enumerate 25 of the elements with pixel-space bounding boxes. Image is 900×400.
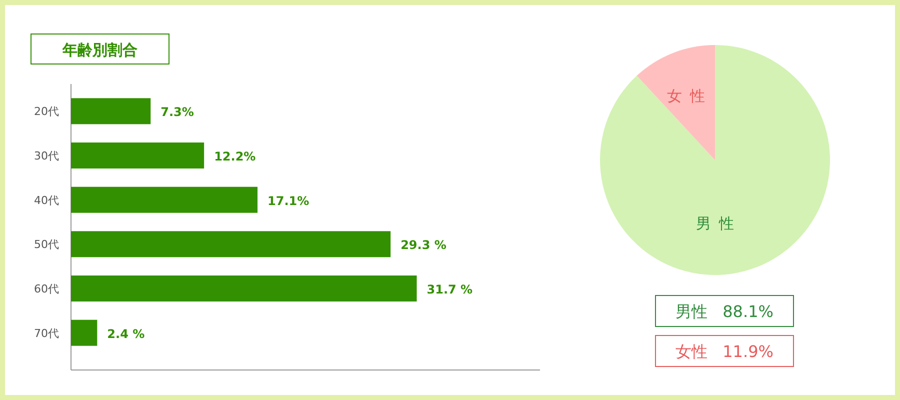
chart-title: 年齢別割合 (62, 41, 138, 59)
y-tick-label: 60代 (34, 282, 59, 296)
text: 男性 88.1% (676, 302, 774, 321)
data-label: 29.3 % (400, 238, 446, 252)
data-label: 7.3% (160, 105, 194, 120)
data-label: 2.4 % (107, 326, 145, 341)
bar (71, 231, 391, 258)
y-tick-label: 50代 (34, 238, 59, 252)
text: 女性 11.9% (676, 342, 774, 361)
data-label: 12.2% (214, 150, 256, 164)
bar (71, 320, 98, 346)
slice-label: 女性 (666, 86, 713, 105)
pie-slice (600, 45, 830, 275)
pie-slice (636, 45, 715, 160)
data-label: 17.1% (268, 194, 310, 208)
bar (71, 98, 151, 124)
bar (71, 142, 204, 168)
y-tick-label: 30代 (34, 150, 59, 162)
bar (71, 186, 258, 213)
y-tick-label: 40代 (34, 194, 59, 207)
slice-label: 男性 (696, 214, 742, 232)
bar (71, 276, 417, 302)
y-tick-label: 20代 (34, 105, 59, 118)
data-label: 31.7 % (426, 282, 473, 296)
y-tick-label: 70代 (34, 326, 59, 340)
